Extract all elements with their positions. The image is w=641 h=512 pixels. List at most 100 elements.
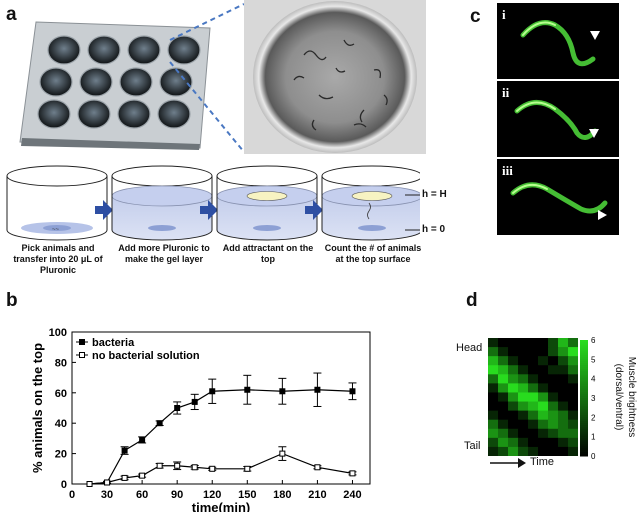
- heatmap-cell: [528, 410, 539, 421]
- well-0: [47, 35, 81, 65]
- heatmap-cell: [568, 365, 578, 375]
- tail-label: Tail: [464, 440, 481, 452]
- y-tick-label: 60: [55, 388, 67, 400]
- heatmap-cell: [518, 446, 529, 456]
- colorbar-segment: [580, 382, 588, 385]
- colorbar-segment: [580, 409, 588, 413]
- colorbar-segment: [580, 343, 588, 347]
- subpanel-label-iii: iii: [502, 163, 513, 178]
- colorbar-segment: [580, 367, 588, 370]
- heatmap-cell: [508, 374, 519, 384]
- colorbar-segment: [580, 380, 588, 384]
- colorbar-segment: [580, 421, 588, 424]
- well-2: [127, 35, 161, 65]
- heatmap-cell: [538, 428, 549, 439]
- x-tick-label: 240: [343, 489, 361, 501]
- heatmap-cell: [508, 419, 519, 430]
- colorbar-segment: [580, 411, 588, 414]
- heatmap-cell: [538, 338, 549, 348]
- data-point-no-bacterial-solution: [279, 450, 286, 457]
- colorbar-segment: [580, 448, 588, 451]
- heatmap-cell: [548, 428, 559, 439]
- colorbar-segment: [580, 370, 588, 374]
- colorbar-segment: [580, 374, 588, 378]
- colorbar-segment: [580, 347, 588, 351]
- colorbar-segment: [580, 428, 588, 432]
- heatmap-cell: [518, 383, 529, 393]
- subpanel-label-i: i: [502, 7, 506, 22]
- heatmap-cell: [558, 446, 569, 456]
- colorbar-segment: [580, 398, 588, 401]
- data-point-no-bacterial-solution: [191, 464, 198, 471]
- muscle-heatmap: [488, 338, 578, 456]
- heatmap-cell: [568, 383, 578, 393]
- colorbar-segment: [580, 444, 588, 447]
- heatmap-cell: [498, 347, 509, 357]
- data-point-bacteria: [121, 447, 128, 454]
- heatmap-cell: [528, 338, 539, 348]
- heatmap-cell: [488, 392, 499, 403]
- heatmap-cell: [498, 338, 509, 348]
- plot-frame: [71, 331, 371, 485]
- colorbar-segment: [580, 407, 588, 411]
- colorbar-tick-label: 1: [591, 433, 596, 442]
- heatmap-cell: [498, 419, 509, 430]
- heatmap-cell: [568, 410, 578, 421]
- heatmap-cell: [518, 401, 529, 412]
- heatmap-cell: [558, 410, 569, 421]
- data-point-bacteria: [139, 436, 146, 443]
- colorbar-segment: [580, 361, 588, 364]
- panel-d-label: d: [466, 290, 478, 311]
- heatmap-cell: [548, 347, 559, 357]
- heatmap-cell: [548, 338, 559, 348]
- colorbar-segment: [580, 454, 588, 457]
- heatmap-cell: [498, 446, 509, 456]
- panel-b-label: b: [6, 290, 18, 311]
- data-point-bacteria: [279, 388, 286, 395]
- heatmap-cell: [498, 392, 509, 403]
- y-tick-label: 0: [61, 479, 67, 491]
- heatmap-cell: [518, 347, 529, 357]
- colorbar-segment: [580, 450, 588, 453]
- series-line-1: [89, 452, 353, 485]
- colorbar-segment: [580, 401, 588, 405]
- legend-marker: [79, 339, 85, 345]
- heatmap-cell: [538, 401, 549, 412]
- colorbar-segment: [580, 355, 588, 358]
- heatmap-cell: [528, 374, 539, 384]
- heatmap-cell: [568, 392, 578, 403]
- colorbar-segment: [580, 376, 588, 380]
- well-3: [167, 35, 201, 65]
- step-caption-1: Pick animals and transfer into 20 μL of …: [13, 243, 103, 275]
- well-10: [117, 99, 151, 129]
- heatmap-cell: [548, 446, 559, 456]
- colorbar-segment: [580, 442, 588, 445]
- heatmap-cell: [518, 365, 529, 375]
- heatmap-cell: [548, 383, 559, 393]
- heatmap-cell: [558, 365, 569, 375]
- heatmap-cell: [528, 401, 539, 412]
- heatmap-cell: [508, 401, 519, 412]
- data-point-bacteria: [349, 388, 356, 395]
- colorbar-segment: [580, 372, 588, 376]
- data-point-no-bacterial-solution: [86, 481, 93, 487]
- colorbar-segment: [580, 351, 588, 355]
- heatmap-cell: [488, 437, 499, 448]
- colorbar-segment: [580, 341, 588, 345]
- heatmap-cell: [488, 365, 499, 375]
- heatmap-cell: [558, 374, 569, 384]
- heatmap-cell: [538, 410, 549, 421]
- panel-c-label: c: [470, 6, 481, 27]
- heatmap-cell: [508, 392, 519, 403]
- heatmap-cell: [518, 437, 529, 448]
- colorbar-segment: [580, 394, 588, 397]
- data-point-no-bacterial-solution: [121, 474, 128, 481]
- data-point-no-bacterial-solution: [314, 464, 321, 471]
- heatmap-cell: [558, 347, 569, 357]
- heatmap-cell: [498, 428, 509, 439]
- cylinder-step-1: ~~: [6, 165, 108, 241]
- colorbar-segment: [580, 345, 588, 349]
- heatmap-cell: [568, 446, 578, 456]
- step-caption-3: Add attractant on the top: [222, 243, 314, 264]
- heatmap-cell: [518, 428, 529, 439]
